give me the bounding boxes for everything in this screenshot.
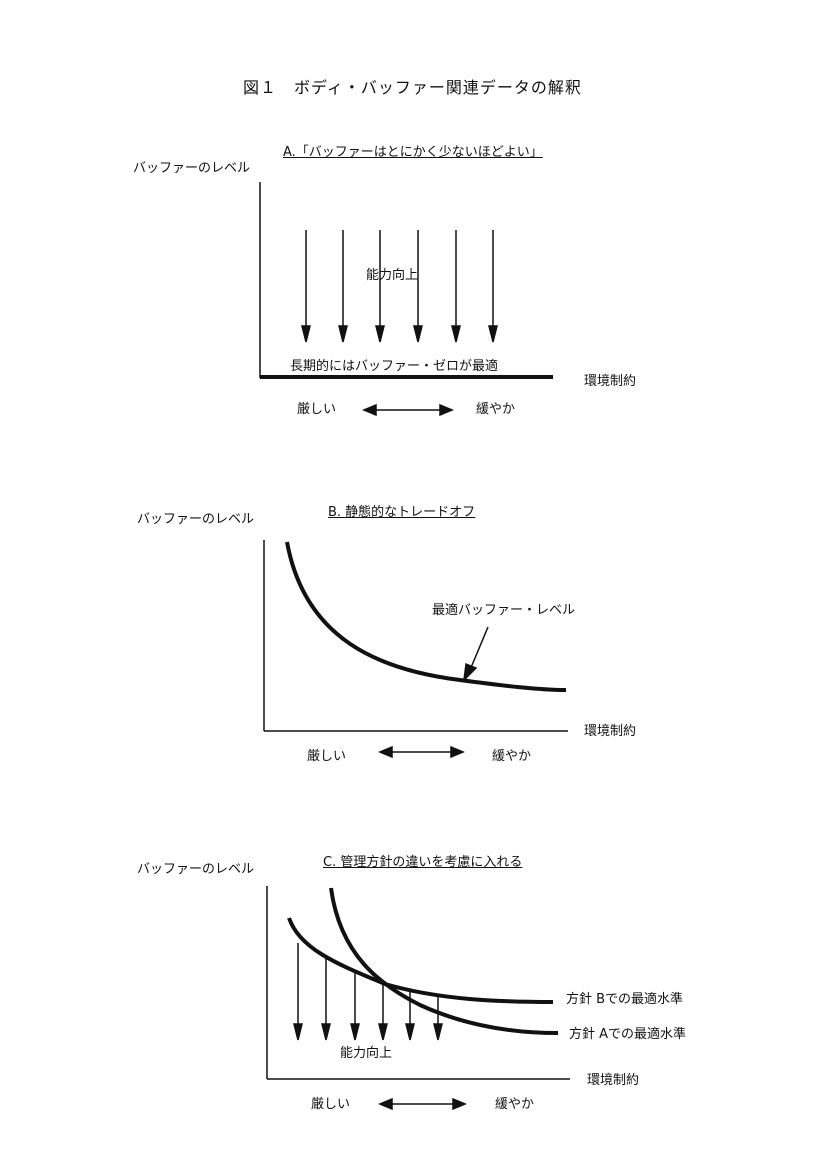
panel-b-curve-label: 最適バッファー・レベル xyxy=(432,603,576,618)
panel-c-title: C. 管理方針の違いを考慮に入れる xyxy=(323,855,523,870)
panel-a-range-arrow xyxy=(362,403,454,417)
panel-c-capability-label: 能力向上 xyxy=(340,1046,393,1061)
panel-c-y-axis-label: バッファーのレベル xyxy=(137,862,255,877)
panel-a-x-axis-label: 環境制約 xyxy=(584,374,637,389)
panel-c-capability-arrows xyxy=(293,943,443,1041)
panel-b-strict-label: 厳しい xyxy=(307,749,347,764)
panel-c-policy-a-label: 方針 Aでの最適水準 xyxy=(569,1027,687,1042)
panel-c-policy-a-curve xyxy=(329,887,559,1035)
panel-a-title: A.「バッファーはとにかく少ないほどよい」 xyxy=(283,145,543,160)
panel-a-y-axis-label: バッファーのレベル xyxy=(133,161,251,176)
panel-a-capability-label: 能力向上 xyxy=(366,268,419,283)
panel-b-x-axis-label: 環境制約 xyxy=(584,724,637,739)
panel-b-range-arrow xyxy=(378,745,465,759)
panel-a-zero-buffer-label: 長期的にはバッファー・ゼロが最適 xyxy=(290,359,499,374)
panel-b-relaxed-label: 緩やか xyxy=(492,749,532,764)
panel-a-strict-label: 厳しい xyxy=(297,402,337,417)
panel-b-optimal-curve xyxy=(285,541,567,692)
panel-c-x-axis-label: 環境制約 xyxy=(587,1073,640,1088)
panel-b-pointer-arrow xyxy=(462,626,489,683)
panel-c-range-arrow xyxy=(378,1097,467,1111)
panel-c-strict-label: 厳しい xyxy=(311,1097,351,1112)
panel-c-policy-b-curve xyxy=(287,917,554,1004)
figure-title: 図１ ボディ・バッファー関連データの解釈 xyxy=(243,78,582,97)
panel-c-relaxed-label: 緩やか xyxy=(495,1097,535,1112)
panel-c-policy-b-label: 方針 Bでの最適水準 xyxy=(566,992,684,1007)
panel-b-title: B. 静態的なトレードオフ xyxy=(328,505,476,520)
panel-a-capability-arrows xyxy=(301,230,498,343)
panel-a-relaxed-label: 緩やか xyxy=(476,402,516,417)
panel-b-y-axis-label: バッファーのレベル xyxy=(137,512,255,527)
